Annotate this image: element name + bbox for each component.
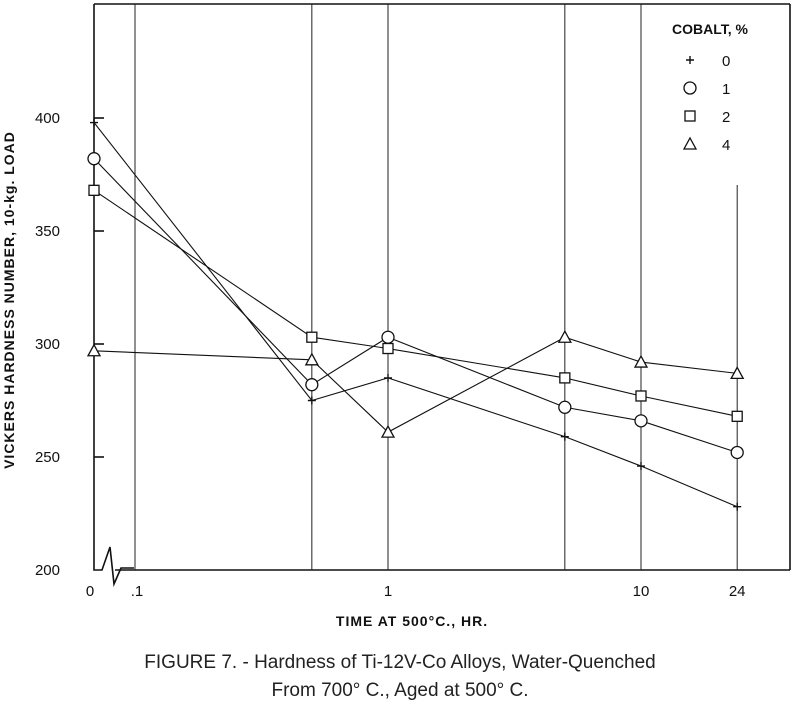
y-tick-label: 300 (35, 336, 60, 353)
legend-label: 4 (722, 137, 730, 154)
circle-marker (381, 330, 395, 344)
legend-plus-marker (686, 56, 694, 64)
y-axis-title: VICKERS HARDNESS NUMBER, 10-kg. LOAD (1, 131, 17, 469)
square-marker (88, 184, 100, 196)
legend-circle-marker (683, 81, 697, 95)
legend-label: 1 (722, 81, 730, 98)
vertical-gridlines (134, 4, 738, 570)
figure-caption-line-2: From 700° C., Aged at 500° C. (271, 680, 529, 701)
axis-break-mark (93, 546, 134, 588)
series-circle (87, 152, 744, 460)
triangle-marker (304, 352, 319, 366)
plus-marker (637, 462, 645, 471)
legend-label: 0 (722, 53, 730, 70)
x-axis-ticks: 0 .1 1 10 24 (86, 583, 746, 600)
plus-marker (307, 396, 316, 405)
plus-marker (384, 373, 392, 382)
triangle-marker (86, 343, 102, 357)
x-tick-label: 10 (633, 583, 650, 600)
square-marker (635, 390, 647, 402)
series-triangle (86, 329, 745, 438)
square-marker (731, 410, 743, 422)
plot-frame (93, 3, 791, 588)
triangle-marker (380, 424, 396, 438)
circle-marker (558, 400, 572, 414)
circle-marker (87, 152, 101, 166)
legend-triangle-marker (682, 136, 698, 150)
legend-label: 2 (722, 109, 730, 126)
triangle-marker (730, 366, 745, 380)
square-marker (382, 342, 394, 355)
y-axis-ticks: 200 250 300 350 400 (35, 110, 104, 579)
legend-square-marker (684, 110, 696, 122)
legend: COBALT, % 0 1 2 4 (672, 21, 749, 154)
data-series (86, 118, 745, 511)
y-tick-label: 250 (35, 449, 60, 466)
y-tick-label: 400 (35, 110, 60, 127)
series-square (88, 184, 743, 422)
y-tick-label: 200 (35, 562, 60, 579)
square-marker (559, 372, 571, 384)
circle-marker (634, 414, 648, 428)
series-line (93, 158, 738, 454)
circle-marker (730, 445, 744, 460)
legend-title: COBALT, % (672, 21, 749, 37)
plus-marker (733, 502, 742, 511)
series-line (93, 336, 738, 433)
triangle-marker (557, 329, 572, 343)
plus-marker (90, 118, 98, 127)
series-line (93, 189, 738, 417)
x-tick-label: 24 (729, 583, 746, 600)
x-tick-label: .1 (131, 583, 144, 600)
series-line (93, 122, 738, 508)
square-marker (306, 331, 318, 343)
circle-marker (305, 378, 319, 392)
x-tick-label: 0 (86, 583, 94, 600)
triangle-marker (633, 354, 649, 368)
x-tick-label: 1 (384, 583, 392, 600)
x-axis-title: TIME AT 500°C., HR. (336, 613, 488, 629)
plus-marker (560, 432, 569, 441)
series-plus (90, 118, 742, 511)
figure-caption-line-1: FIGURE 7. - Hardness of Ti-12V-Co Alloys… (144, 652, 656, 673)
y-tick-label: 350 (35, 223, 60, 240)
